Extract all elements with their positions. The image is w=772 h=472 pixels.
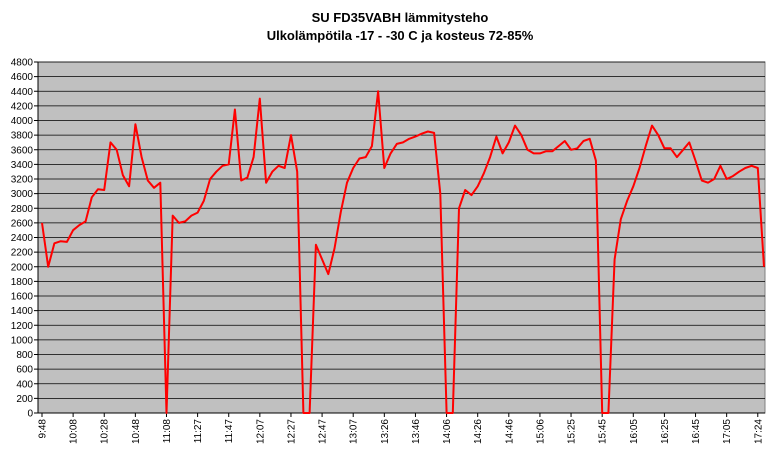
- y-tick-label: 1600: [11, 292, 34, 303]
- y-tick-label: 4400: [11, 87, 34, 98]
- y-tick-label: 800: [16, 350, 33, 361]
- x-tick-label: 16:05: [629, 419, 640, 444]
- y-tick-label: 4600: [11, 72, 34, 83]
- x-tick-label: 10:28: [100, 419, 111, 444]
- y-tick-label: 1400: [11, 306, 34, 317]
- y-tick-label: 3600: [11, 145, 34, 156]
- y-tick-label: 200: [16, 394, 33, 405]
- y-tick-label: 4200: [11, 101, 34, 112]
- x-tick-label: 14:46: [504, 419, 515, 444]
- x-tick-label: 9:48: [38, 419, 49, 439]
- x-tick-label: 13:46: [411, 419, 422, 444]
- y-tick-label: 1200: [11, 321, 34, 332]
- x-tick-label: 10:48: [131, 419, 142, 444]
- x-tick-label: 11:08: [162, 419, 173, 444]
- y-tick-label: 3000: [11, 189, 34, 200]
- x-tick-label: 16:45: [691, 419, 702, 444]
- chart-title: SU FD35VABH lämmitysteho: [312, 10, 489, 25]
- y-tick-label: 3800: [11, 131, 34, 142]
- y-tick-label: 1000: [11, 335, 34, 346]
- x-tick-label: 11:47: [224, 419, 235, 444]
- x-tick-label: 12:07: [255, 419, 266, 444]
- y-tick-label: 4800: [11, 58, 34, 69]
- x-tick-label: 14:26: [473, 419, 484, 444]
- data-line: [41, 90, 765, 414]
- y-tick-label: 2600: [11, 218, 34, 229]
- x-tick-label: 15:45: [598, 419, 609, 444]
- x-tick-label: 17:24: [753, 419, 764, 444]
- y-tick-label: 400: [16, 379, 33, 390]
- x-tick-label: 15:25: [567, 419, 578, 444]
- y-tick-label: 1800: [11, 277, 34, 288]
- y-tick-label: 3400: [11, 160, 34, 171]
- x-tick-label: 12:27: [286, 419, 297, 444]
- y-tick-label: 2800: [11, 204, 34, 215]
- x-tick-label: 12:47: [318, 419, 329, 444]
- x-tick-label: 16:25: [660, 419, 671, 444]
- chart-subtitle: Ulkolämpötila -17 - -30 C ja kosteus 72-…: [267, 28, 534, 43]
- y-tick-label: 3200: [11, 175, 34, 186]
- y-tick-label: 2200: [11, 248, 34, 259]
- y-tick-label: 2000: [11, 262, 34, 273]
- x-tick-label: 14:06: [442, 419, 453, 444]
- x-tick-label: 13:07: [349, 419, 360, 444]
- x-tick-label: 11:27: [193, 419, 204, 444]
- x-tick-label: 13:26: [380, 419, 391, 444]
- y-tick-label: 2400: [11, 233, 34, 244]
- x-tick-label: 17:05: [722, 419, 733, 444]
- y-tick-label: 4000: [11, 116, 34, 127]
- y-tick-label: 0: [27, 409, 33, 420]
- y-tick-label: 600: [16, 365, 33, 376]
- x-tick-label: 10:08: [69, 419, 80, 444]
- x-tick-label: 15:06: [535, 419, 546, 444]
